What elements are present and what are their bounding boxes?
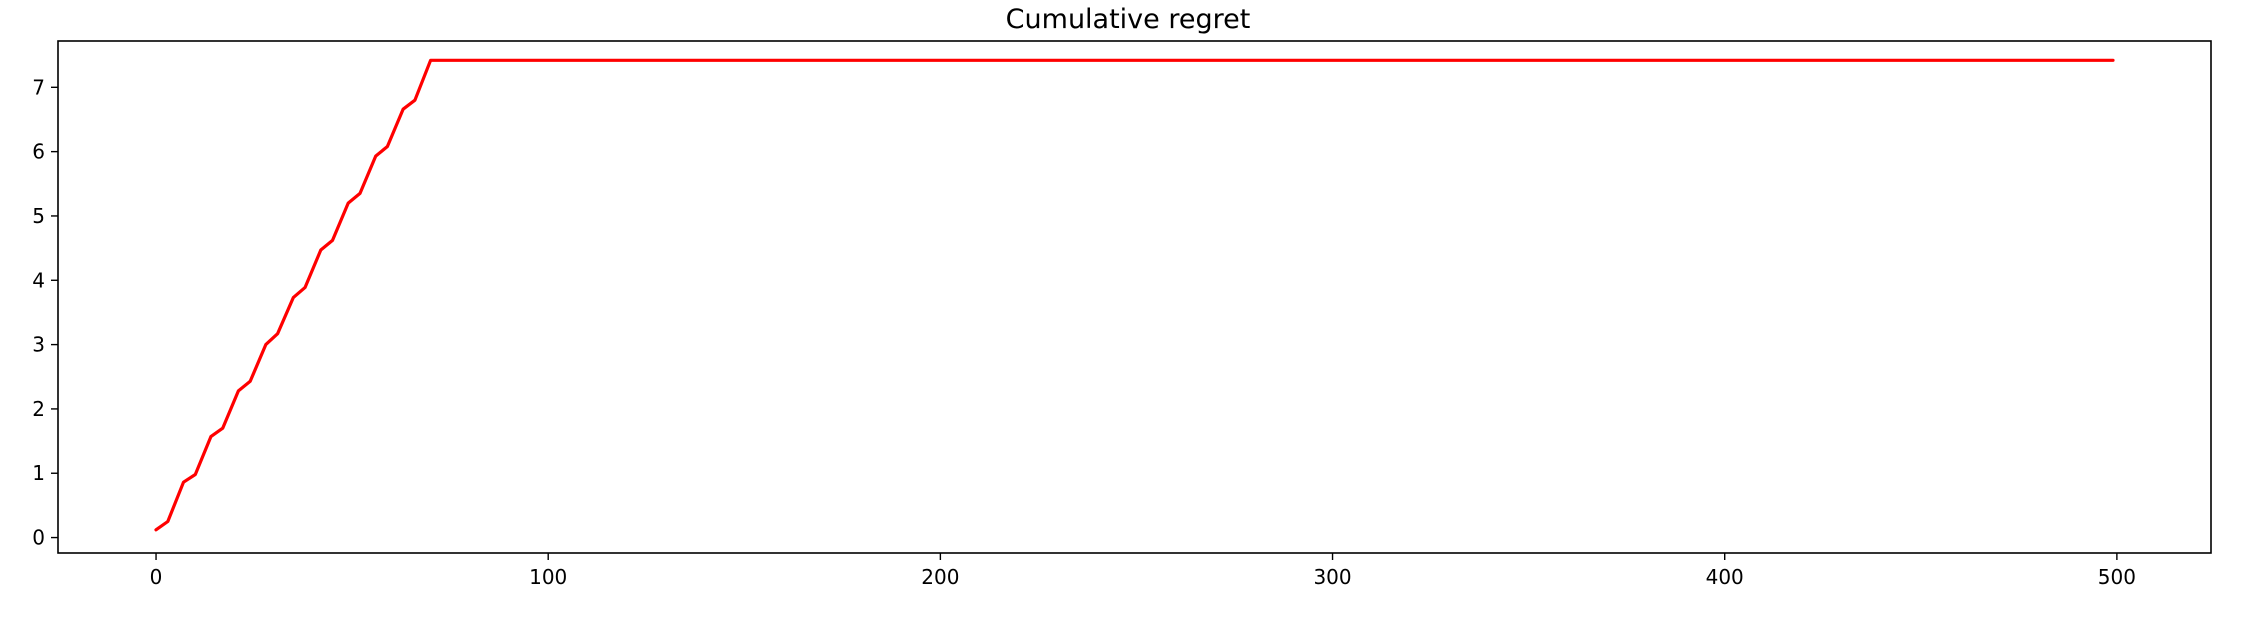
- x-tick-label: 300: [1313, 565, 1351, 589]
- y-tick-label: 4: [32, 268, 45, 292]
- y-tick-label: 1: [32, 461, 45, 485]
- axes-frame: [57, 40, 2212, 554]
- y-tick-label: 7: [32, 75, 45, 99]
- y-tick-label: 0: [32, 526, 45, 550]
- x-tick-label: 500: [2098, 565, 2136, 589]
- x-tick-label: 100: [529, 565, 567, 589]
- y-tick-label: 5: [32, 204, 45, 228]
- series-line-0: [154, 58, 2115, 532]
- x-tick-label: 0: [150, 565, 163, 589]
- y-axis: 0 1 2 3 4 5 6 7: [32, 75, 58, 550]
- x-tick-label: 400: [1706, 565, 1744, 589]
- x-tick-label: 200: [921, 565, 959, 589]
- x-axis: 0 100 200 300 400 500: [150, 553, 2136, 589]
- chart-title: Cumulative regret: [1006, 4, 1251, 35]
- y-tick-label: 6: [32, 140, 45, 164]
- y-tick-label: 3: [32, 333, 45, 357]
- y-tick-label: 2: [32, 397, 45, 421]
- plot-area: [154, 58, 2115, 532]
